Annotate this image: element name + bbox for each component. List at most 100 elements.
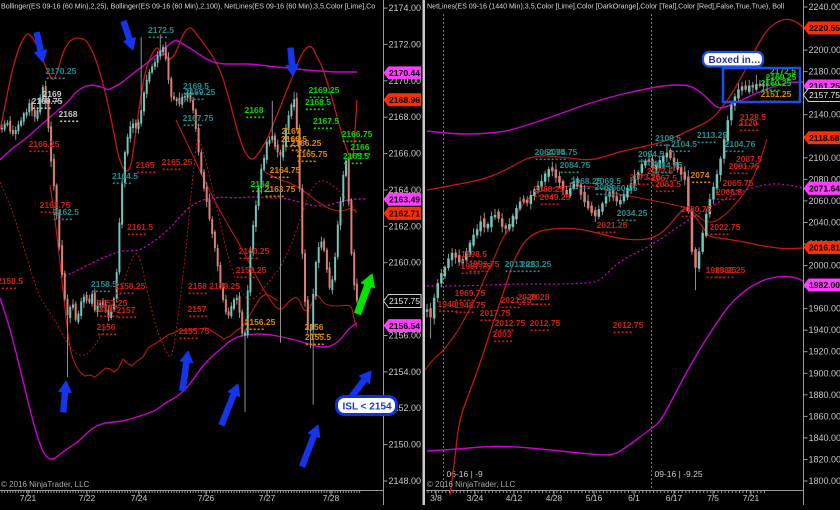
svg-text:2157.75: 2157.75 — [389, 296, 420, 306]
svg-text:2017.75: 2017.75 — [480, 308, 511, 318]
svg-text:2158.5: 2158.5 — [91, 279, 117, 289]
svg-text:2150.00: 2150.00 — [389, 440, 422, 450]
svg-text:2166.00: 2166.00 — [389, 149, 422, 159]
svg-text:2012.75: 2012.75 — [530, 318, 561, 328]
svg-text:Bollinger(ES 09-16 (60 Min),2,: Bollinger(ES 09-16 (60 Min),2,25), Bolli… — [1, 3, 375, 11]
svg-text:1940.00: 1940.00 — [809, 325, 840, 335]
svg-text:1840.00: 1840.00 — [809, 433, 840, 443]
svg-text:2157: 2157 — [188, 304, 207, 314]
svg-text:2158.5: 2158.5 — [0, 276, 23, 286]
svg-text:2155.5: 2155.5 — [305, 332, 331, 342]
svg-text:7/5: 7/5 — [707, 493, 719, 503]
svg-text:2074: 2074 — [691, 170, 710, 180]
svg-text:1800.00: 1800.00 — [809, 476, 840, 486]
svg-text:2163.49: 2163.49 — [389, 194, 420, 204]
svg-text:2170.25: 2170.25 — [46, 66, 77, 76]
svg-text:2165.25: 2165.25 — [162, 157, 193, 167]
svg-text:2220.55: 2220.55 — [809, 23, 840, 33]
svg-text:7/21: 7/21 — [743, 493, 760, 503]
svg-text:2240.00: 2240.00 — [809, 2, 840, 12]
svg-text:2166.25: 2166.25 — [291, 138, 322, 148]
svg-text:7/28: 7/28 — [323, 493, 340, 503]
svg-text:2167.75: 2167.75 — [183, 113, 214, 123]
svg-text:2084.75: 2084.75 — [560, 160, 591, 170]
svg-text:3/8: 3/8 — [430, 493, 442, 503]
svg-text:2157: 2157 — [99, 304, 118, 314]
svg-text:2080.75: 2080.75 — [681, 204, 712, 214]
svg-text:2156.54: 2156.54 — [389, 321, 420, 331]
svg-text:2160.25: 2160.25 — [761, 78, 792, 88]
svg-text:2071.64: 2071.64 — [809, 184, 840, 194]
svg-text:2000.00: 2000.00 — [809, 261, 840, 271]
svg-text:4/12: 4/12 — [506, 493, 523, 503]
svg-text:2168.5: 2168.5 — [305, 97, 331, 107]
svg-text:1900.00: 1900.00 — [809, 368, 840, 378]
svg-text:2168.96: 2168.96 — [389, 95, 420, 105]
svg-text:2160.00: 2160.00 — [389, 258, 422, 268]
svg-text:3/24: 3/24 — [467, 493, 484, 503]
svg-text:2156: 2156 — [97, 322, 116, 332]
svg-text:2104.76: 2104.76 — [725, 139, 756, 149]
svg-text:2087.5: 2087.5 — [736, 154, 762, 164]
svg-text:2021.25: 2021.25 — [597, 220, 628, 230]
svg-text:2156.25: 2156.25 — [245, 317, 276, 327]
svg-text:7/24: 7/24 — [131, 493, 148, 503]
svg-text:2065.75: 2065.75 — [723, 178, 754, 188]
svg-text:2016.81: 2016.81 — [809, 243, 840, 253]
svg-text:2148.00: 2148.00 — [389, 476, 422, 486]
svg-text:2157.75: 2157.75 — [809, 90, 840, 100]
svg-text:2168: 2168 — [245, 105, 264, 115]
svg-text:2034.25: 2034.25 — [617, 208, 648, 218]
svg-text:6/17: 6/17 — [666, 493, 683, 503]
svg-text:2159.25: 2159.25 — [236, 265, 267, 275]
svg-text:2165.75: 2165.75 — [297, 149, 328, 159]
svg-text:2063.5: 2063.5 — [655, 179, 681, 189]
svg-text:© 2016 NinjaTrader, LLC: © 2016 NinjaTrader, LLC — [1, 480, 90, 489]
svg-text:2066.5: 2066.5 — [716, 187, 742, 197]
svg-text:2160.25: 2160.25 — [239, 246, 270, 256]
svg-text:2104.5: 2104.5 — [671, 139, 697, 149]
svg-text:2180.00: 2180.00 — [809, 67, 840, 77]
svg-text:2094.5: 2094.5 — [638, 149, 664, 159]
svg-text:2167.5: 2167.5 — [313, 116, 339, 126]
svg-text:7/22: 7/22 — [79, 493, 96, 503]
svg-text:1982.00: 1982.00 — [809, 280, 840, 290]
svg-text:2164.5: 2164.5 — [112, 171, 138, 181]
svg-text:2022.75: 2022.75 — [710, 222, 741, 232]
svg-text:2100.00: 2100.00 — [809, 153, 840, 163]
svg-text:2158.25: 2158.25 — [115, 281, 146, 291]
svg-text:2140.00: 2140.00 — [809, 110, 840, 120]
svg-text:2169.25: 2169.25 — [185, 87, 216, 97]
svg-text:NetLines(ES 09-16 (1440 Min),3: NetLines(ES 09-16 (1440 Min),3,5,Color [… — [427, 3, 784, 11]
svg-text:2118.68: 2118.68 — [809, 133, 840, 143]
svg-text:2162.71: 2162.71 — [389, 209, 420, 219]
svg-text:7/27: 7/27 — [259, 493, 276, 503]
svg-text:2049.25: 2049.25 — [540, 192, 571, 202]
svg-text:2151.25: 2151.25 — [761, 89, 792, 99]
svg-text:2168.75: 2168.75 — [32, 96, 63, 106]
svg-text:2172.5: 2172.5 — [148, 25, 174, 35]
svg-text:2168.00: 2168.00 — [389, 112, 422, 122]
svg-text:2113.25: 2113.25 — [697, 130, 728, 140]
svg-text:1960.00: 1960.00 — [809, 304, 840, 314]
svg-text:2012.75: 2012.75 — [495, 318, 526, 328]
svg-text:2162.5: 2162.5 — [53, 207, 79, 217]
svg-text:2174.00: 2174.00 — [389, 3, 422, 13]
svg-text:1820.00: 1820.00 — [809, 455, 840, 465]
svg-text:4/28: 4/28 — [546, 493, 563, 503]
svg-text:ISL < 2154: ISL < 2154 — [343, 402, 392, 413]
svg-text:2170.44: 2170.44 — [389, 68, 420, 78]
svg-text:2028: 2028 — [531, 292, 550, 302]
svg-text:2169.25: 2169.25 — [309, 85, 340, 95]
svg-text:2060.00: 2060.00 — [809, 196, 840, 206]
svg-text:2128.5: 2128.5 — [740, 112, 766, 122]
svg-text:2060.25: 2060.25 — [607, 183, 638, 193]
svg-text:© 2016 NinjaTrader, LLC: © 2016 NinjaTrader, LLC — [427, 480, 516, 489]
svg-text:2084.75: 2084.75 — [652, 160, 683, 170]
svg-text:2166.75: 2166.75 — [342, 129, 373, 139]
svg-text:2161.5: 2161.5 — [127, 222, 153, 232]
svg-text:2154.00: 2154.00 — [389, 367, 422, 377]
svg-text:2021.25: 2021.25 — [501, 295, 532, 305]
svg-text:1920.00: 1920.00 — [809, 347, 840, 357]
svg-text:Boxed in…: Boxed in… — [709, 55, 761, 66]
